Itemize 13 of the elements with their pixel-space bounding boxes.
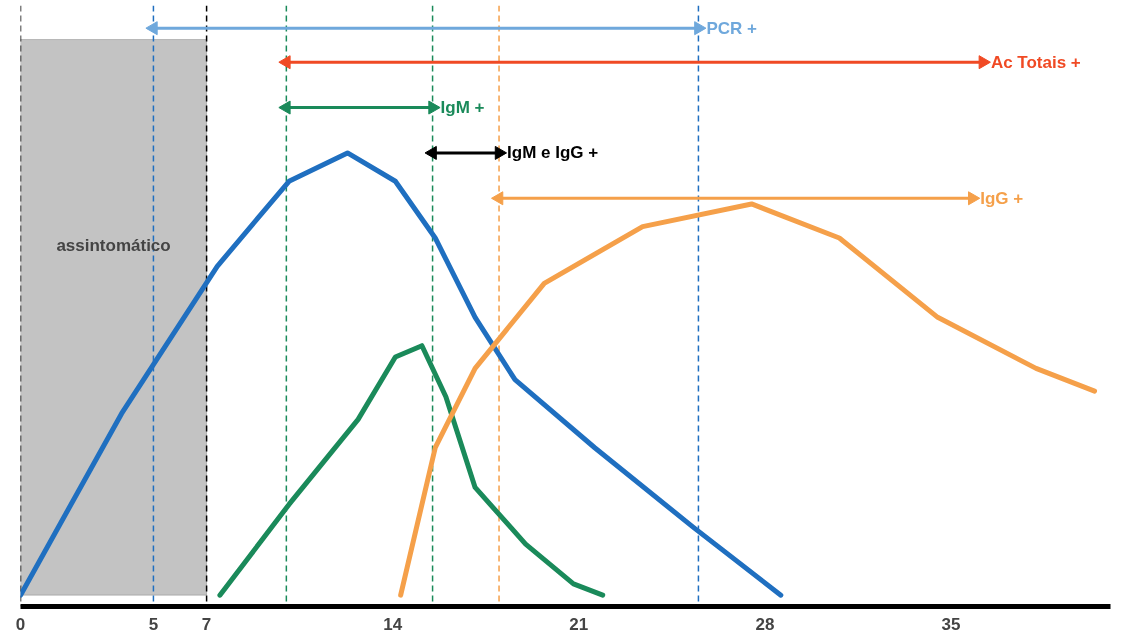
series-label: IgM + (440, 98, 485, 118)
series-label: Ac Totais + (990, 52, 1081, 72)
x-tick-label: 7 (201, 614, 212, 634)
series-label: PCR + (706, 18, 758, 38)
x-tick-label: 14 (383, 614, 403, 634)
x-tick-label: 28 (755, 614, 775, 634)
series-label: IgM e IgG + (507, 143, 599, 163)
x-tick-label: 35 (941, 614, 961, 634)
series-label: IgG + (980, 188, 1024, 208)
x-tick-label: 21 (569, 614, 589, 634)
x-tick-label: 5 (148, 614, 159, 634)
band-label: assintomático (56, 235, 171, 255)
x-tick-label: 0 (15, 614, 26, 634)
